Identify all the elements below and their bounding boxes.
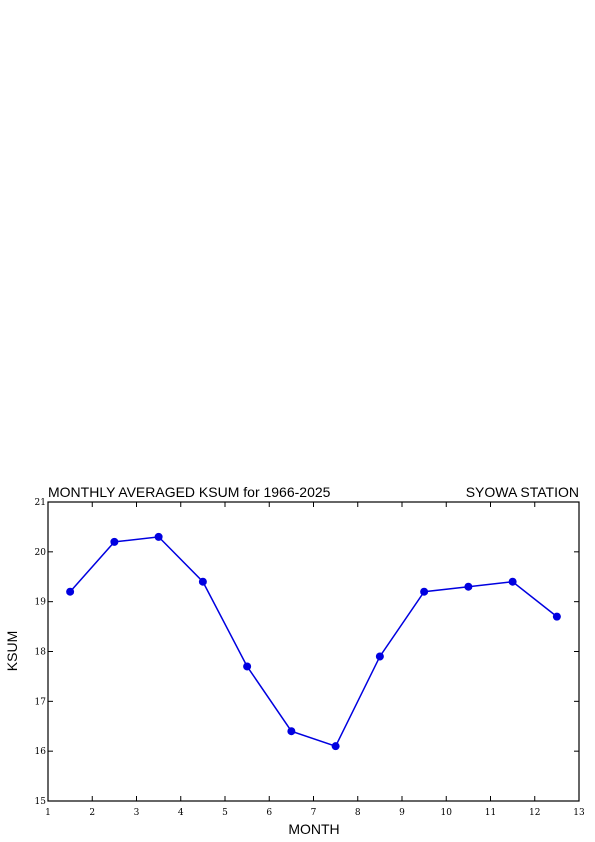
chart-subtitle: SYOWA STATION xyxy=(466,484,579,500)
plot-frame xyxy=(47,501,580,802)
data-point xyxy=(552,612,561,621)
y-tick-label: 15 xyxy=(35,797,47,807)
data-point xyxy=(243,662,252,671)
data-point xyxy=(154,532,163,541)
data-point xyxy=(375,652,384,661)
x-axis-label: MONTH xyxy=(288,821,339,837)
series-group xyxy=(66,532,561,751)
x-tick-label: 2 xyxy=(89,808,95,818)
data-point xyxy=(331,742,340,751)
x-tick-label: 5 xyxy=(222,808,228,818)
x-tick-label: 10 xyxy=(441,808,453,818)
y-axis-label: KSUM xyxy=(4,631,20,671)
data-point xyxy=(420,587,429,596)
x-axis: 1 2 3 4 5 6 7 8 9 10 11 12 13 xyxy=(45,502,585,818)
x-tick-label: 1 xyxy=(45,808,51,818)
data-point xyxy=(464,582,473,591)
x-tick-label: 8 xyxy=(355,808,361,818)
y-tick-label: 19 xyxy=(35,598,47,608)
y-tick-label: 20 xyxy=(35,548,47,558)
series-line xyxy=(69,536,558,748)
y-tick-label: 16 xyxy=(35,747,47,757)
y-axis: 15 16 17 18 19 20 21 xyxy=(35,498,579,807)
x-tick-label: 3 xyxy=(134,808,140,818)
x-tick-label: 11 xyxy=(485,808,496,818)
data-point xyxy=(198,577,207,586)
data-point xyxy=(287,727,296,736)
x-tick-label: 13 xyxy=(573,808,585,818)
y-tick-label: 17 xyxy=(35,697,47,707)
data-point xyxy=(110,537,119,546)
x-tick-label: 7 xyxy=(311,808,317,818)
x-tick-label: 12 xyxy=(529,808,540,818)
x-tick-label: 6 xyxy=(266,808,272,818)
y-tick-label: 21 xyxy=(35,498,46,508)
data-point xyxy=(66,587,75,596)
x-tick-label: 4 xyxy=(178,808,184,818)
x-tick-label: 9 xyxy=(399,808,405,818)
chart-title: MONTHLY AVERAGED KSUM for 1966-2025 xyxy=(48,484,331,500)
data-point xyxy=(508,577,517,586)
y-tick-label: 18 xyxy=(35,648,47,658)
